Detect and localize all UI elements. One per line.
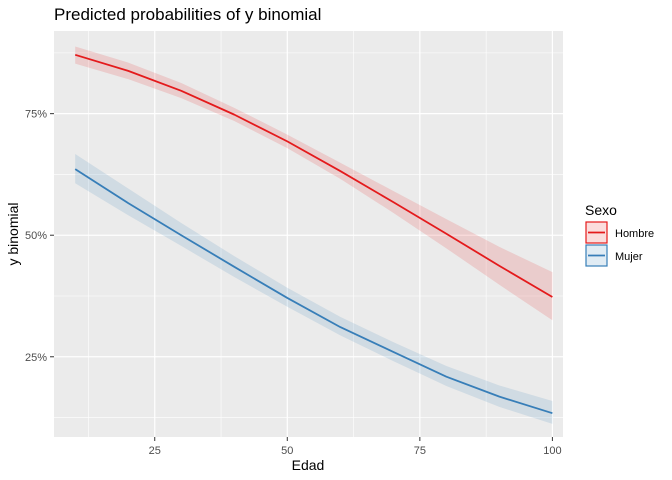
legend-label: Hombre — [615, 228, 654, 240]
legend-key-hombre: Hombre — [585, 221, 654, 244]
x-tick-label: 25 — [149, 445, 161, 457]
legend-label: Mujer — [615, 251, 643, 263]
confidence-bands — [75, 46, 553, 424]
confidence-band-mujer — [75, 154, 553, 424]
legend-title: Sexo — [585, 202, 617, 218]
x-tick-label: 50 — [281, 445, 293, 457]
y-axis-title: y binomial — [5, 202, 21, 265]
series-line-hombre — [74, 53, 553, 298]
chart-title: Predicted probabilities of y binomial — [54, 5, 321, 24]
confidence-band-hombre — [75, 46, 553, 321]
major-gridlines — [54, 31, 563, 437]
y-tick-label: 75% — [25, 109, 47, 121]
series-lines — [74, 53, 553, 415]
minor-gridlines — [54, 31, 563, 437]
legend-key-mujer: Mujer — [585, 244, 643, 267]
y-tick-label: 50% — [25, 230, 47, 242]
x-tick-label: 75 — [414, 445, 426, 457]
y-tick-label: 25% — [25, 352, 47, 364]
axis-ticks: 25 50 75 100 25% 50% 75% — [25, 109, 562, 457]
x-axis-title: Edad — [292, 457, 325, 473]
plot-panel — [54, 31, 563, 437]
series-line-mujer — [74, 168, 553, 415]
x-tick-label: 100 — [543, 445, 561, 457]
legend: Sexo Hombre Mujer — [585, 202, 654, 267]
